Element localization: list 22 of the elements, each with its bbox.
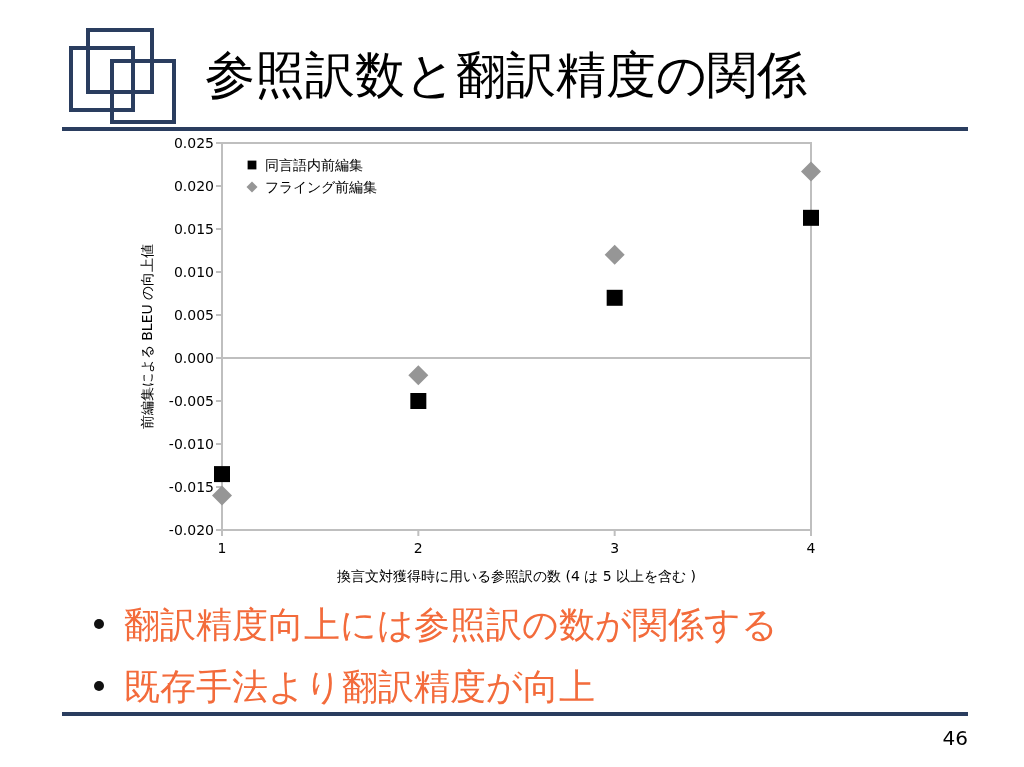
y-tick-label: 0.015 bbox=[173, 220, 214, 237]
x-axis-title: 換言文対獲得時に用いる参照訳の数 (4 は 5 以上を含む ) bbox=[337, 568, 696, 584]
y-tick-label: -0.010 bbox=[168, 435, 214, 452]
x-tick-label: 2 bbox=[413, 540, 423, 556]
text: 46 bbox=[942, 726, 968, 750]
y-tick-label: -0.020 bbox=[168, 521, 214, 538]
x-tick-label: 1 bbox=[217, 540, 227, 556]
legend-label: 同言語内前編集 bbox=[265, 156, 363, 173]
text: 既存手法より翻訳精度が向上 bbox=[124, 666, 595, 707]
y-tick-label: -0.015 bbox=[168, 478, 214, 495]
chart-title: 参照訳数と翻訳精度の関係 bbox=[205, 46, 807, 104]
y-tick-label: -0.005 bbox=[168, 392, 214, 409]
text: 翻訳精度向上には参照訳の数が関係する bbox=[124, 604, 778, 645]
legend-label: フライング前編集 bbox=[265, 178, 377, 195]
y-tick-label: 0.020 bbox=[173, 177, 214, 194]
y-tick-label: 0.000 bbox=[173, 349, 214, 366]
y-tick-label: 0.010 bbox=[173, 263, 214, 280]
y-tick-label: 0.025 bbox=[173, 134, 214, 151]
x-tick-label: 4 bbox=[806, 540, 816, 556]
y-tick-label: 0.005 bbox=[173, 306, 214, 323]
x-tick-label: 3 bbox=[610, 540, 620, 556]
y-axis-title: 前編集による BLEU の向上値 bbox=[139, 243, 155, 430]
